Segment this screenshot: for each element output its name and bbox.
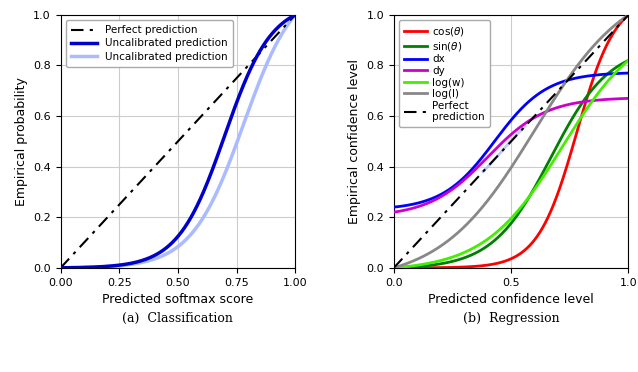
Text: (a)  Classification: (a) Classification (122, 312, 234, 325)
X-axis label: Predicted confidence level: Predicted confidence level (428, 293, 594, 306)
Legend: $\cos(\theta)$, $\sin(\theta)$, dx, dy, log(w), log(l), Perfect
prediction: $\cos(\theta)$, $\sin(\theta)$, dx, dy, … (399, 20, 490, 128)
Text: (b)  Regression: (b) Regression (463, 312, 560, 325)
Y-axis label: Empirical probability: Empirical probability (15, 77, 27, 206)
Legend: Perfect prediction, Uncalibrated prediction, Uncalibrated prediction: Perfect prediction, Uncalibrated predict… (66, 20, 234, 67)
X-axis label: Predicted softmax score: Predicted softmax score (102, 293, 253, 306)
Y-axis label: Empirical confidence level: Empirical confidence level (348, 59, 360, 224)
